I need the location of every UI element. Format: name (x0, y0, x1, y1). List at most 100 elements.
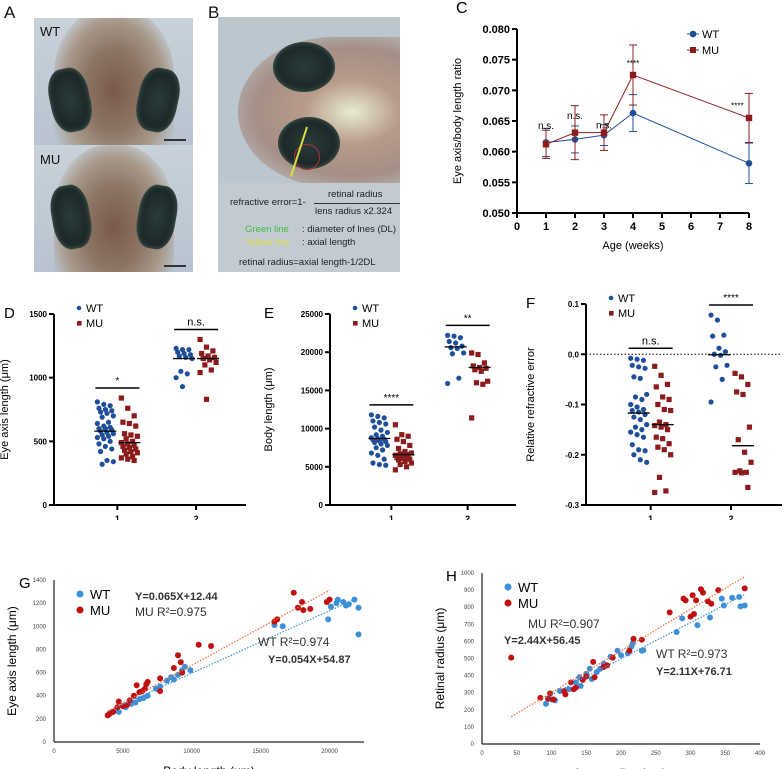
data-point-mu (550, 696, 557, 703)
panel-letter-c: C (456, 0, 468, 17)
data-point-wt (368, 450, 374, 456)
data-point-wt (640, 434, 647, 440)
data-point-mu (571, 129, 579, 136)
data-point-wt (461, 350, 467, 356)
data-point-mu (141, 685, 148, 692)
data-point-wt (179, 383, 186, 390)
x-tick-label: 15000 (252, 749, 269, 755)
data-point-wt (373, 445, 379, 451)
fish-diagram-photo: refractive error=1- retinal radius lens … (218, 17, 400, 272)
x-tick-label: 400 (755, 751, 766, 757)
data-point-wt (445, 332, 451, 338)
legend-marker-wt (689, 30, 697, 38)
significance-label: **** (627, 59, 639, 68)
y-tick-label: 1000 (33, 624, 47, 630)
data-point-wt (636, 409, 642, 415)
data-point-mu (208, 367, 214, 373)
data-point-mu (125, 405, 131, 411)
data-point-wt (639, 427, 645, 433)
data-point-wt (186, 347, 192, 353)
x-tick-label: 20000 (321, 749, 338, 755)
formula-numerator: retinal radius (328, 189, 383, 200)
data-point-mu (572, 684, 579, 691)
data-point-mu (690, 611, 697, 618)
data-point-wt (384, 429, 390, 436)
data-point-mu (653, 434, 659, 440)
data-point-wt (375, 413, 381, 419)
data-point-mu (745, 114, 753, 122)
yellow-line-label: Yellow line (245, 237, 290, 248)
y-tick-label: 1400 (33, 578, 47, 584)
data-point-wt (640, 406, 647, 413)
fraction-line (314, 203, 400, 204)
data-point-wt (724, 362, 730, 368)
x-axis-label: Body length (μm) (163, 764, 255, 769)
data-point-wt (110, 431, 116, 437)
data-point-wt (115, 708, 122, 715)
data-point-wt (448, 345, 454, 351)
data-point-mu (668, 407, 674, 414)
data-point-wt (714, 317, 721, 323)
data-point-wt (640, 647, 647, 654)
mu-fish-photo: MU (34, 145, 193, 272)
x-axis-label: Lens radius (μm) (576, 766, 666, 769)
data-point-wt (453, 340, 459, 346)
data-point-wt (99, 414, 105, 420)
y-tick-label: -0.3 (565, 501, 579, 510)
legend-label-mu: MU (618, 308, 635, 320)
legend-label-mu: MU (702, 45, 719, 57)
data-point-wt (371, 439, 378, 445)
data-point-wt (445, 380, 451, 387)
data-point-wt (694, 622, 701, 629)
data-point-wt (105, 433, 112, 439)
data-point-mu (175, 652, 181, 659)
data-point-wt (629, 109, 637, 117)
data-point-mu (133, 682, 140, 689)
data-point-wt (673, 628, 680, 635)
data-point-mu (203, 396, 210, 402)
y-tick-label: 100 (464, 725, 475, 731)
y-tick-label: 0.075 (482, 55, 510, 67)
legend-label-wt: WT (90, 587, 110, 602)
data-point-mu (652, 489, 658, 496)
data-point-mu (590, 658, 597, 665)
data-point-mu (394, 436, 400, 442)
data-point-mu (179, 669, 186, 676)
y-tick-label: 200 (464, 708, 475, 714)
data-point-wt (729, 594, 736, 601)
data-point-mu (170, 664, 177, 671)
scale-bar (164, 265, 186, 267)
data-point-wt (631, 414, 637, 420)
data-point-mu (562, 691, 569, 698)
equation-label: MU R²=0.907 (528, 617, 600, 631)
legend-label-wt: WT (618, 293, 635, 305)
formula-denominator: lens radius x2.324 (315, 206, 393, 217)
data-point-mu (660, 394, 666, 400)
legend-marker-mu (690, 47, 696, 53)
data-point-mu (299, 598, 305, 605)
legend-marker-mu (504, 599, 512, 607)
data-point-wt (636, 447, 642, 453)
y-tick-label: 400 (36, 694, 47, 700)
y-tick-label: 0.055 (482, 177, 510, 189)
y-tick-label: 600 (464, 639, 475, 645)
data-point-wt (719, 376, 725, 382)
trendline-wt (107, 597, 358, 712)
data-point-wt (634, 356, 640, 362)
data-point-wt (101, 401, 107, 408)
data-point-mu (666, 609, 673, 616)
wt-photo-label: WT (40, 24, 61, 39)
data-point-mu (213, 359, 219, 365)
data-point-mu (400, 438, 406, 445)
data-point-wt (722, 349, 729, 355)
data-point-mu (738, 470, 745, 476)
equation-label: MU R²=0.975 (135, 605, 207, 619)
data-point-mu (638, 636, 645, 643)
x-tick-label: 6 (688, 221, 694, 233)
x-tick-label: 250 (651, 751, 662, 757)
data-point-mu (732, 370, 738, 376)
significance-label: n.s. (187, 316, 205, 328)
data-point-mu (732, 469, 738, 475)
data-point-wt (628, 429, 634, 435)
data-point-wt (745, 160, 753, 167)
